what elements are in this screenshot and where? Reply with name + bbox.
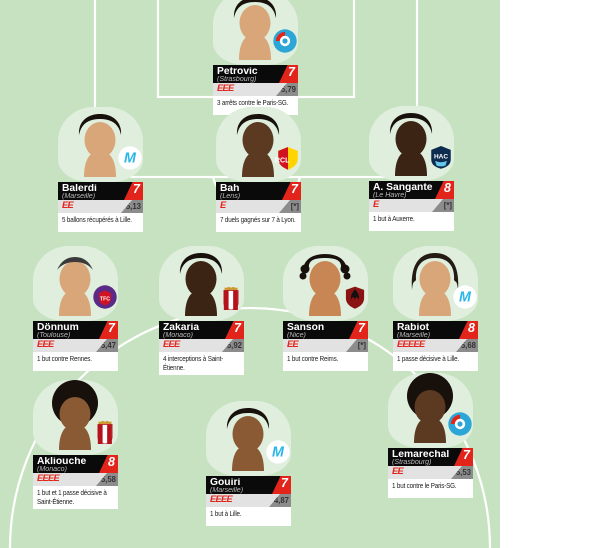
svg-text:HAC: HAC [434,153,448,160]
svg-text:M: M [124,151,137,167]
svg-text:RCL: RCL [275,157,290,165]
svg-text:M: M [272,445,285,461]
svg-text:TFC: TFC [100,296,110,302]
svg-text:M: M [459,290,472,306]
